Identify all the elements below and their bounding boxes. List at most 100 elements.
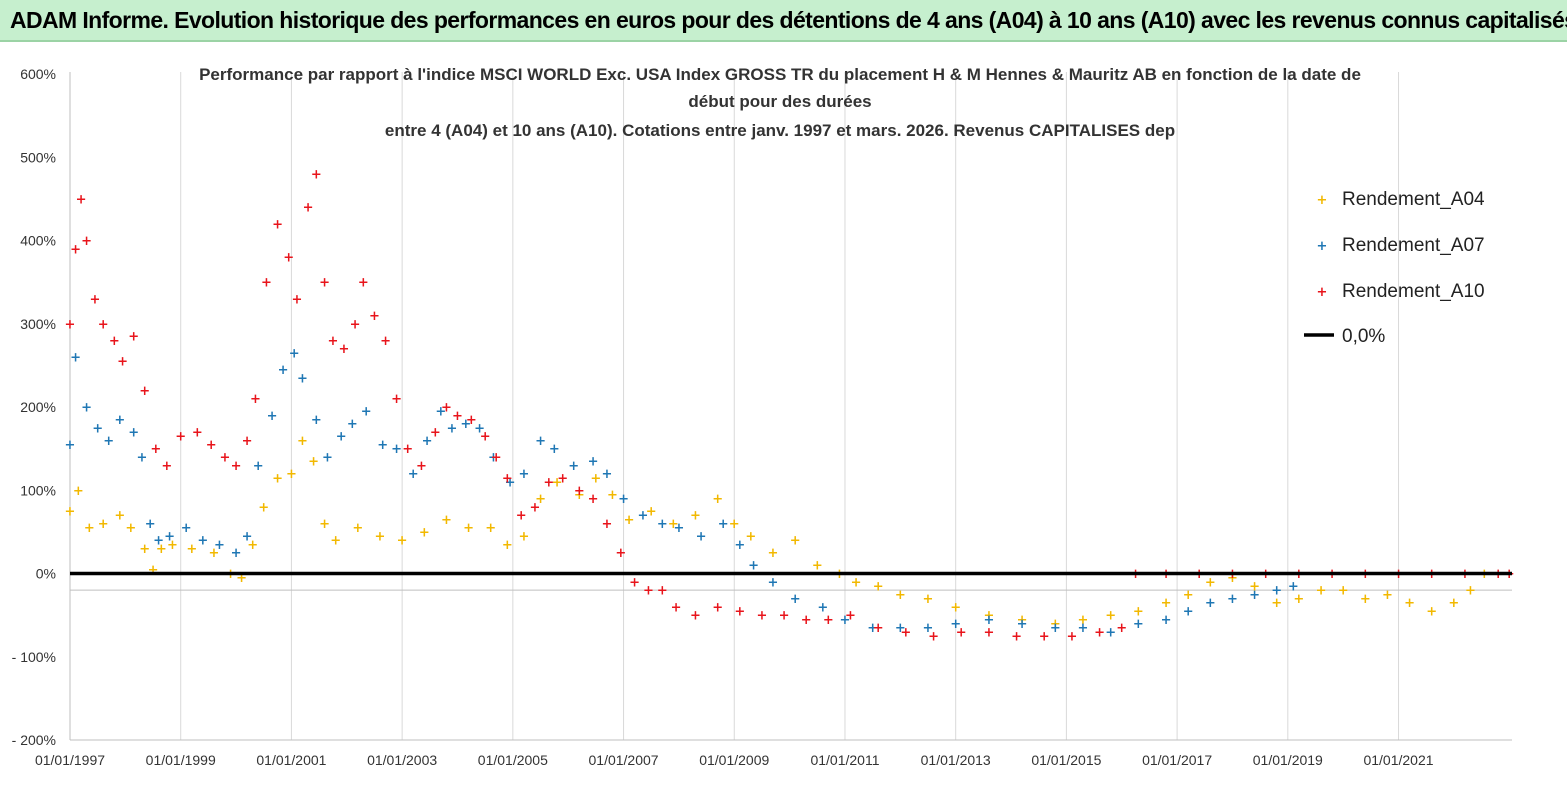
data-point: + (668, 517, 679, 532)
data-point: + (588, 455, 599, 470)
data-point: + (718, 517, 729, 532)
legend-marker: + (1317, 285, 1328, 300)
data-point: + (574, 488, 585, 503)
x-tick-label: 01/01/2003 (367, 752, 437, 768)
data-point: + (286, 467, 297, 482)
data-point: + (1426, 604, 1437, 619)
x-tick-label: 01/01/1999 (146, 752, 216, 768)
y-tick-label: 0% (36, 566, 56, 582)
data-point: + (278, 363, 289, 378)
data-point: + (1404, 596, 1415, 611)
chart-title: Performance par rapport à l'indice MSCI … (199, 65, 1361, 140)
data-point: + (590, 471, 601, 486)
data-point: + (1271, 596, 1282, 611)
data-point: + (779, 609, 790, 624)
data-point: + (261, 276, 272, 291)
y-tick-label: - 100% (12, 649, 56, 665)
data-point: + (186, 542, 197, 557)
performance-chart: 01/01/1997 01/01/1999 01/01/2001 01/01/2003… (0, 44, 1567, 790)
data-point: + (601, 467, 612, 482)
data-point: + (712, 600, 723, 615)
data-point: + (137, 450, 148, 465)
data-point: + (607, 488, 618, 503)
data-point: + (895, 621, 906, 636)
data-point: + (231, 546, 242, 561)
x-tick-label: 01/01/2005 (478, 752, 548, 768)
data-point: + (488, 450, 499, 465)
data-point: + (549, 442, 560, 457)
data-point: + (139, 542, 150, 557)
data-point: + (873, 621, 884, 636)
grid (69, 72, 1512, 740)
data-point: + (128, 330, 139, 345)
data-point: + (1017, 613, 1028, 628)
data-point: + (1227, 571, 1238, 586)
data-point: + (768, 546, 779, 561)
data-point: + (139, 384, 150, 399)
y-tick-label: 600% (20, 66, 56, 82)
data-point: + (148, 563, 159, 578)
data-point: + (1293, 592, 1304, 607)
data-point: + (181, 521, 192, 536)
x-tick-label: 01/01/2017 (1142, 752, 1212, 768)
data-point: + (466, 413, 477, 428)
data-point: + (292, 292, 303, 307)
data-point: + (339, 342, 350, 357)
data-point: + (1249, 579, 1260, 594)
data-point: + (419, 525, 430, 540)
data-point: + (164, 530, 175, 545)
data-point: + (1133, 617, 1144, 632)
data-point: + (283, 251, 294, 266)
data-point: + (377, 438, 388, 453)
data-point: + (518, 530, 529, 545)
data-point: + (250, 392, 261, 407)
data-point: + (845, 609, 856, 624)
data-point: + (84, 521, 95, 536)
data-point: + (352, 521, 363, 536)
data-point: + (236, 571, 247, 586)
data-point: + (1094, 625, 1105, 640)
data-point: + (823, 613, 834, 628)
data-point: + (375, 530, 386, 545)
x-tick-label: 01/01/1997 (35, 752, 105, 768)
data-point: + (125, 521, 136, 536)
data-point: + (950, 600, 961, 615)
legend: + Rendement_A04 + Rendement_A07 + Rendement_A… (1304, 189, 1485, 347)
data-point: + (1382, 588, 1393, 603)
data-point: + (153, 534, 164, 549)
data-point: + (1338, 584, 1349, 599)
data-point: + (358, 276, 369, 291)
data-point: + (851, 575, 862, 590)
data-point: + (1249, 588, 1260, 603)
data-point: + (646, 505, 657, 520)
data-point: + (435, 405, 446, 420)
x-tick-label: 01/01/2019 (1253, 752, 1323, 768)
data-point: + (98, 317, 109, 332)
data-point: + (1116, 621, 1127, 636)
data-point: + (790, 534, 801, 549)
data-point: + (311, 413, 322, 428)
data-points: +++ ++++++ + + +++++ +++++++ ++++ +++++++++++++… (65, 167, 1515, 644)
data-point: + (89, 292, 100, 307)
x-tick-label: 01/01/2021 (1363, 752, 1433, 768)
data-point: + (416, 459, 427, 474)
data-point: + (516, 509, 527, 524)
data-point: + (601, 517, 612, 532)
data-point: + (65, 505, 76, 520)
data-point: + (391, 392, 402, 407)
data-point: + (303, 201, 314, 216)
legend-label: Rendement_A10 (1342, 281, 1485, 302)
data-point: + (161, 459, 172, 474)
data-point: + (790, 592, 801, 607)
data-point: + (322, 450, 333, 465)
data-point: + (568, 459, 579, 474)
y-tick-label: - 200% (12, 732, 56, 748)
data-point: + (983, 609, 994, 624)
data-point: + (557, 471, 568, 486)
data-point: + (463, 521, 474, 536)
data-point: + (114, 509, 125, 524)
data-point: + (1050, 621, 1061, 636)
data-point: + (756, 609, 767, 624)
y-tick-label: 400% (20, 233, 56, 249)
y-tick-label: 200% (20, 399, 56, 415)
